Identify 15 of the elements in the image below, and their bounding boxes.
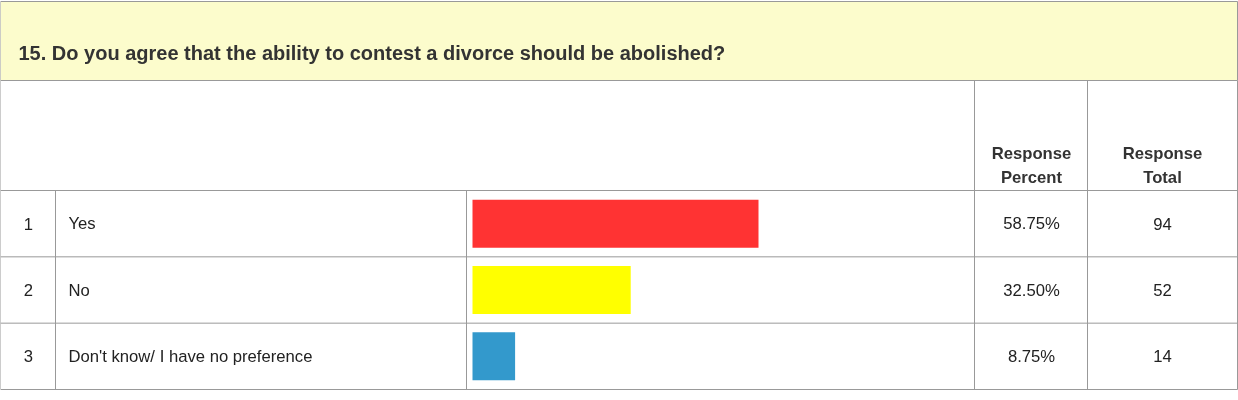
text: Response Total xyxy=(1122,143,1203,188)
y-tick-label: Yes xyxy=(68,214,96,234)
text: Response Percent xyxy=(991,143,1072,188)
chart-title: 15. Do you agree that the ability to contest a divorce should be abolished? xyxy=(18,41,726,64)
text: 94 xyxy=(1153,214,1172,234)
text: 1 xyxy=(23,214,34,234)
text: 3 xyxy=(23,347,34,367)
data-label: 58.75% xyxy=(1003,214,1060,234)
text: 52 xyxy=(1153,281,1172,300)
y-tick-label: No xyxy=(68,280,90,300)
data-label: 32.50% xyxy=(1003,280,1060,300)
data-label: 8.75% xyxy=(1007,346,1056,366)
text: 14 xyxy=(1153,347,1172,367)
text: 2 xyxy=(23,281,34,300)
y-tick-label: Don't know/ I have no preference xyxy=(68,346,313,366)
